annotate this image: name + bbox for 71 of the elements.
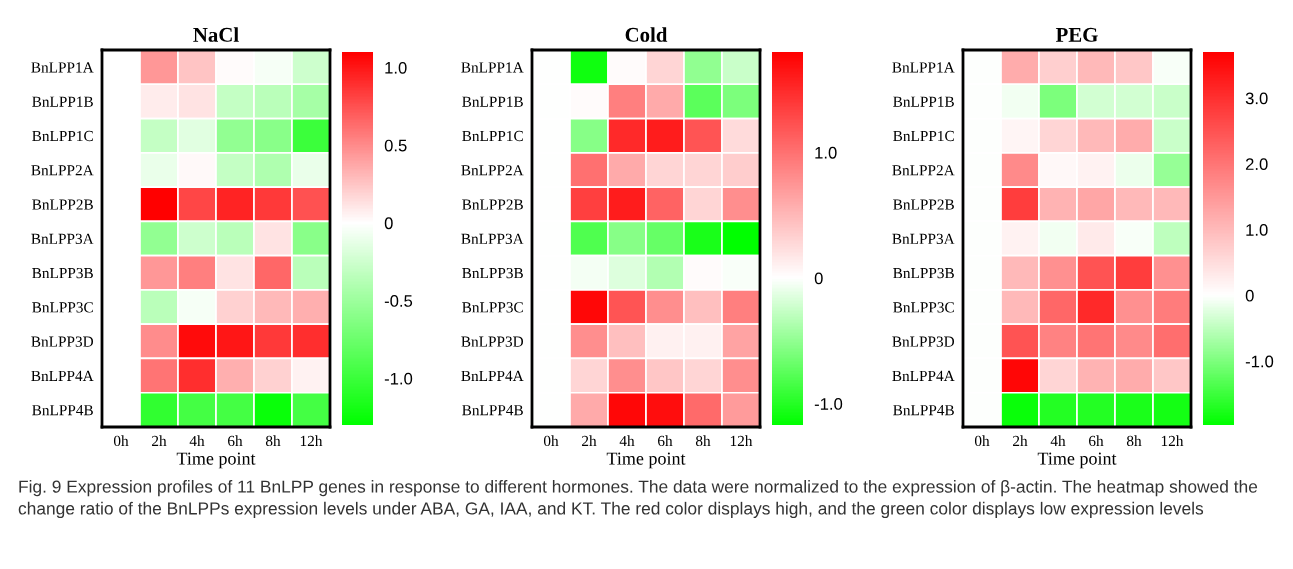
y-tick-label: BnLPP3A xyxy=(31,233,94,244)
x-tick-label: 8h xyxy=(695,435,711,447)
x-tick-label: 2h xyxy=(582,435,597,446)
y-tick-label: BnLPP4B xyxy=(462,405,523,416)
x-tick-label: 6h xyxy=(228,435,243,447)
x-axis-title: Time point xyxy=(176,452,256,469)
y-tick-label: BnLPP1A xyxy=(892,62,955,73)
chart-title: Cold xyxy=(625,27,668,42)
y-tick-label: BnLPP1B xyxy=(32,96,93,107)
y-tick-label: BnLPP1C xyxy=(32,130,93,142)
color-bar-label: -0.5 xyxy=(384,295,413,307)
x-tick-label: 2h xyxy=(1013,435,1028,446)
y-tick-label: BnLPP4A xyxy=(31,370,94,381)
y-tick-label: BnLPP3C xyxy=(32,302,93,313)
y-tick-label: BnLPP1A xyxy=(461,62,524,73)
y-tick-label: BnLPP3C xyxy=(893,302,954,313)
color-bar-label: 3.0 xyxy=(1245,92,1268,105)
x-tick-label: 12h xyxy=(730,435,753,446)
y-tick-label: BnLPP2A xyxy=(31,165,94,176)
color-bar-label: 1.0 xyxy=(1246,224,1268,236)
y-tick-label: BnLPP4B xyxy=(32,405,93,416)
chart-title: PEG xyxy=(1055,27,1098,42)
y-tick-label: BnLPP2A xyxy=(461,165,524,176)
x-tick-label: 8h xyxy=(265,435,281,447)
y-tick-label: BnLPP3D xyxy=(461,336,524,347)
y-tick-label: BnLPP4A xyxy=(892,370,955,381)
x-axis-title: Time point xyxy=(1037,452,1117,469)
y-tick-label: BnLPP1C xyxy=(462,130,523,142)
y-tick-label: BnLPP2B xyxy=(893,199,954,210)
color-bar-label: 0 xyxy=(1245,289,1254,302)
y-tick-label: BnLPP3C xyxy=(462,302,523,313)
x-tick-label: 4h xyxy=(189,435,205,446)
y-tick-label: BnLPP4B xyxy=(893,405,954,416)
y-tick-label: BnLPP3B xyxy=(462,267,523,279)
x-axis-title: Time point xyxy=(606,452,686,469)
x-tick-label: 12h xyxy=(1161,435,1184,446)
y-tick-label: BnLPP2B xyxy=(462,199,523,210)
color-bar-label: 1.0 xyxy=(385,61,407,74)
x-tick-label: 0h xyxy=(543,435,559,447)
x-tick-label: 4h xyxy=(619,435,635,446)
color-bar-label: 2.0 xyxy=(1245,158,1268,171)
color-bar-label: 1.0 xyxy=(815,146,837,159)
y-tick-label: BnLPP3A xyxy=(461,233,524,244)
y-tick-label: BnLPP3B xyxy=(893,267,954,279)
x-tick-label: 4h xyxy=(1050,435,1066,446)
y-tick-label: BnLPP1B xyxy=(462,96,523,107)
y-tick-label: BnLPP1C xyxy=(893,130,954,142)
caption: Fig. 9 Expression profiles of 11 BnLPP genes in response to different hormones. The data were normalized to the expression of β-actin. The heatmap showed the change ratio of the BnLPPs expression levels under ABA, GA, IAA, and KT. The red color displays high, and the green color displays low expression levels xyxy=(18,480,1258,519)
y-tick-label: BnLPP3B xyxy=(32,267,93,279)
y-tick-label: BnLPP3D xyxy=(892,336,955,347)
y-tick-label: BnLPP2A xyxy=(892,165,955,176)
color-bar-label: 0 xyxy=(814,272,823,285)
y-tick-label: BnLPP1A xyxy=(31,62,94,73)
x-tick-label: 8h xyxy=(1126,435,1142,447)
color-bar-label: 0.5 xyxy=(384,139,407,152)
y-tick-label: BnLPP1B xyxy=(893,96,954,107)
x-tick-label: 6h xyxy=(658,435,673,447)
color-bar-label: -1.0 xyxy=(1245,355,1274,368)
x-tick-label: 0h xyxy=(974,435,990,447)
color-bar-label: 0 xyxy=(384,217,393,230)
chart-title: NaCl xyxy=(193,27,239,42)
y-tick-label: BnLPP3A xyxy=(892,233,955,244)
x-tick-label: 12h xyxy=(300,435,323,446)
y-tick-label: BnLPP3D xyxy=(31,336,94,347)
color-bar-label: -1.0 xyxy=(384,372,413,385)
x-tick-label: 2h xyxy=(152,435,167,446)
x-tick-label: 6h xyxy=(1089,435,1104,447)
color-bar-label: -1.0 xyxy=(814,398,843,410)
x-tick-label: 0h xyxy=(113,435,129,447)
y-tick-label: BnLPP2B xyxy=(32,199,93,210)
y-tick-label: BnLPP4A xyxy=(461,370,524,381)
